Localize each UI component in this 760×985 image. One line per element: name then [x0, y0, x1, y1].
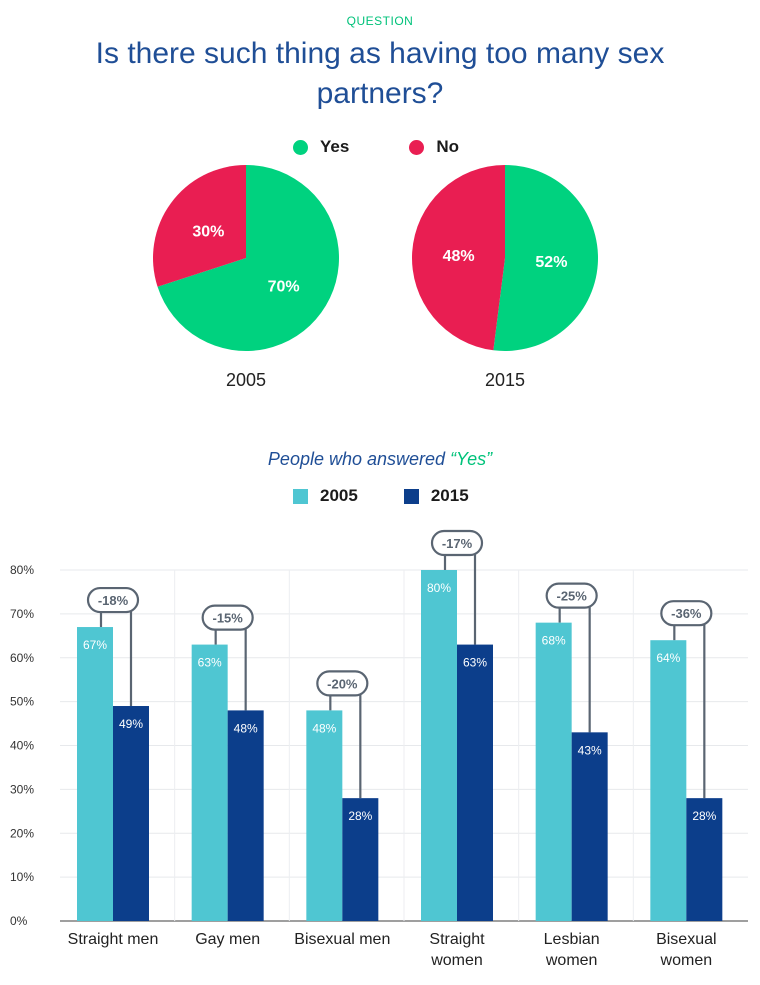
change-badge-label: -36%	[671, 606, 702, 621]
change-badge	[201, 604, 254, 631]
legend-no-marker	[409, 139, 425, 155]
change-badge-label: -18%	[98, 593, 129, 608]
bar-2005	[191, 644, 228, 921]
change-badge-label: -15%	[212, 611, 243, 626]
change-badge	[545, 582, 598, 609]
pie-year-label: 2005	[226, 370, 266, 390]
change-badge-label: -20%	[327, 676, 358, 691]
bar-2015	[113, 706, 149, 921]
legend-2015-marker	[403, 488, 419, 504]
pie-slice-label: 70%	[268, 278, 300, 295]
bar-2015	[227, 710, 264, 921]
y-tick-label: 30%	[10, 782, 34, 796]
pie-year-label: 2015	[485, 370, 525, 390]
legend-item-no: No	[409, 137, 459, 157]
bar-2005-value-label: 48%	[312, 721, 336, 735]
page-title: Is there such thing as having too many s…	[95, 37, 665, 110]
bar-2005	[306, 710, 343, 921]
bar-2005-value-label: 68%	[542, 634, 566, 648]
bar-2015-value-label: 28%	[692, 809, 716, 823]
legend-yes-marker	[293, 139, 308, 155]
category-label: Straight	[429, 931, 485, 948]
y-tick-label: 20%	[10, 826, 34, 840]
pie-legend: Yes No	[293, 137, 459, 157]
bar-2015	[457, 644, 493, 921]
y-tick-label: 50%	[10, 695, 34, 709]
change-badge	[660, 600, 713, 627]
bar-2005-value-label: 63%	[198, 656, 222, 670]
legend-item-2005: 2005	[293, 486, 358, 506]
legend-2005-label: 2005	[320, 486, 358, 505]
y-tick-label: 70%	[10, 607, 34, 621]
category-label: Bisexual men	[294, 931, 390, 948]
change-badge-label: -17%	[442, 536, 473, 551]
category-label: women	[545, 952, 598, 969]
category-label: Straight men	[68, 931, 159, 948]
legend-item-2015: 2015	[403, 486, 469, 506]
y-tick-label: 40%	[10, 739, 34, 753]
bar-2005	[535, 622, 572, 921]
change-badge	[430, 529, 484, 557]
pie-slice-label: 52%	[535, 254, 567, 271]
legend-2005-marker	[293, 488, 308, 504]
legend-no-label: No	[436, 137, 459, 156]
change-badge	[86, 586, 140, 614]
question-label: QUESTION	[346, 14, 414, 28]
category-label: Bisexual	[656, 931, 716, 948]
bar-2015-value-label: 43%	[578, 743, 602, 757]
bar-2005-value-label: 80%	[427, 581, 451, 595]
bar-2005-value-label: 64%	[656, 651, 680, 665]
bar-chart-title-highlight: “Yes”	[450, 449, 493, 469]
bar-2005	[421, 570, 457, 921]
pie-slice-no-2005	[152, 165, 246, 287]
bar-2015-value-label: 49%	[119, 717, 143, 731]
bar-chart-title: People who answered “Yes”	[0, 449, 760, 470]
bar-2015	[686, 798, 723, 921]
bar-chart-title-prefix: People who answered	[267, 449, 446, 469]
pie-slice-yes-2015	[493, 165, 598, 351]
legend-item-yes: Yes	[293, 137, 349, 157]
y-tick-label: 80%	[10, 563, 34, 577]
bar-2005	[77, 627, 113, 921]
y-tick-label: 0%	[10, 914, 28, 928]
category-label: Gay men	[195, 931, 260, 948]
bar-2015-value-label: 48%	[234, 721, 258, 735]
category-label: women	[430, 952, 483, 969]
category-label: Lesbian	[544, 931, 600, 948]
bar-2015	[342, 798, 379, 921]
bar-2005-value-label: 67%	[83, 638, 107, 652]
bar-2015	[571, 732, 608, 921]
pie-slice-yes-2005	[157, 165, 339, 351]
change-badge	[316, 670, 369, 697]
bar-legend: 2005 2015	[293, 486, 469, 506]
pie-charts: 70% 30% 2005 52% 48% 2015	[152, 164, 598, 390]
bar-2005	[650, 640, 687, 921]
y-tick-label: 60%	[10, 651, 34, 665]
legend-2015-label: 2015	[430, 486, 469, 505]
pie-slice-label: 48%	[443, 248, 475, 265]
pie-slice-no-2015	[411, 164, 505, 351]
bar-2015-value-label: 28%	[348, 809, 372, 823]
legend-yes-label: Yes	[320, 137, 350, 156]
pie-slice-label: 30%	[192, 224, 224, 241]
change-badge-label: -25%	[556, 589, 587, 604]
bar-2015-value-label: 63%	[463, 656, 487, 670]
category-label: women	[660, 952, 713, 969]
y-tick-label: 10%	[10, 870, 34, 884]
